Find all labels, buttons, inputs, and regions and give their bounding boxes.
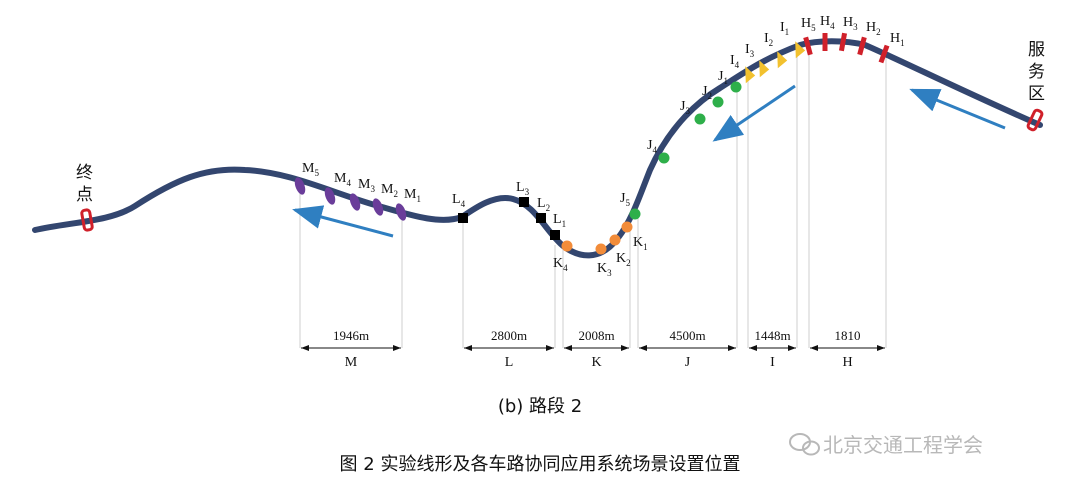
segment-name-M: M xyxy=(345,355,358,370)
label-I3: I3 xyxy=(745,42,755,59)
distance-I: 1448m xyxy=(754,328,790,343)
label-L1: L1 xyxy=(553,212,566,229)
marker-L4 xyxy=(458,213,468,223)
label-H4: H4 xyxy=(820,14,835,31)
marker-K3 xyxy=(595,243,607,255)
marker-L2 xyxy=(536,213,546,223)
figure-caption: 图 2 实验线形及各车路协同应用系统场景设置位置 xyxy=(340,454,741,475)
label-K1: K1 xyxy=(633,235,648,252)
service-area-marker xyxy=(1026,108,1044,132)
label-M5: M5 xyxy=(302,161,319,178)
segment-dimensions: 1946m M 2800m L 2008m K 4500m J 1448m I 1810 H xyxy=(301,328,885,370)
marker-J5 xyxy=(629,208,641,220)
wechat-icon xyxy=(789,433,820,456)
marker-I3 xyxy=(759,60,770,78)
marker-H1 xyxy=(878,44,890,64)
device-markers xyxy=(294,32,890,255)
flow-arrow-left xyxy=(292,205,394,238)
label-K4: K4 xyxy=(553,256,568,273)
marker-K4 xyxy=(561,240,573,252)
label-J4: J4 xyxy=(647,138,657,155)
segment-name-J: J xyxy=(685,355,691,370)
marker-H5 xyxy=(803,36,813,56)
marker-H3 xyxy=(838,32,848,52)
label-M2: M2 xyxy=(381,182,398,199)
marker-I4 xyxy=(745,66,756,84)
label-L4: L4 xyxy=(452,192,466,209)
end-point-marker xyxy=(80,208,94,232)
marker-J2 xyxy=(712,96,724,108)
marker-H2 xyxy=(857,36,867,56)
segment-name-H: H xyxy=(842,355,852,370)
marker-J3 xyxy=(694,113,706,125)
marker-M4 xyxy=(324,187,336,205)
marker-L3 xyxy=(519,197,529,207)
marker-K1 xyxy=(621,221,633,233)
distance-M: 1946m xyxy=(333,328,369,343)
label-J5: J5 xyxy=(620,191,630,208)
service-label-2: 务 xyxy=(1028,62,1045,82)
marker-H4 xyxy=(822,33,828,51)
label-M1: M1 xyxy=(404,187,421,204)
label-H5: H5 xyxy=(801,16,816,33)
label-K2: K2 xyxy=(616,251,631,268)
distance-K: 2008m xyxy=(578,328,614,343)
distance-J: 4500m xyxy=(669,328,705,343)
marker-K2 xyxy=(609,234,621,246)
label-H3: H3 xyxy=(843,15,858,32)
end-label-2: 点 xyxy=(76,185,93,205)
label-J2: J2 xyxy=(702,84,712,101)
marker-M5 xyxy=(294,177,306,195)
label-M3: M3 xyxy=(358,177,375,194)
end-label-1: 终 xyxy=(76,163,93,183)
distance-L: 2800m xyxy=(491,328,527,343)
marker-M1 xyxy=(395,203,407,221)
guide-lines xyxy=(299,45,887,348)
subcaption: (b) 路段 2 xyxy=(498,396,582,417)
distance-H: 1810 xyxy=(835,328,861,343)
label-J1: J1 xyxy=(718,69,728,86)
marker-M3 xyxy=(349,193,361,211)
label-K3: K3 xyxy=(597,261,612,278)
marker-I1 xyxy=(795,41,806,59)
label-I2: I2 xyxy=(764,31,773,48)
label-J3: J3 xyxy=(680,99,690,116)
marker-J4 xyxy=(658,152,670,164)
marker-M2 xyxy=(372,198,384,216)
label-M4: M4 xyxy=(334,171,351,188)
route-line xyxy=(32,38,1043,259)
marker-I2 xyxy=(777,51,788,69)
watermark-text: 北京交通工程学会 xyxy=(823,433,983,457)
label-L3: L3 xyxy=(516,180,530,197)
label-I1: I1 xyxy=(780,20,789,37)
flow-arrow-right xyxy=(909,88,1006,130)
label-H1: H1 xyxy=(890,31,905,48)
flow-arrow-middle xyxy=(712,84,796,142)
segment-name-L: L xyxy=(505,355,514,370)
label-I4: I4 xyxy=(730,53,740,70)
marker-J1 xyxy=(730,81,742,93)
service-label-3: 区 xyxy=(1028,84,1045,104)
segment-name-I: I xyxy=(770,355,775,370)
marker-L1 xyxy=(550,230,560,240)
watermark: 北京交通工程学会 xyxy=(789,433,983,457)
label-L2: L2 xyxy=(537,196,550,213)
segment-name-K: K xyxy=(591,355,601,370)
service-label-1: 服 xyxy=(1028,40,1045,60)
label-H2: H2 xyxy=(866,20,881,37)
